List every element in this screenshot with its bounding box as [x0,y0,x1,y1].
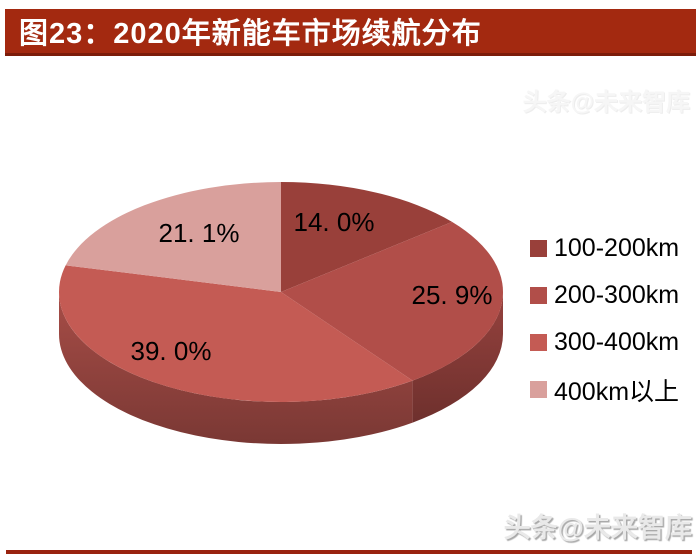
legend-swatch [530,381,547,398]
pie-chart: 14. 0% 25. 9% 39. 0% 21. 1% [59,182,504,444]
legend-label: 400km以上 [554,377,680,406]
legend-item-400km-plus: 400km以上 [530,366,679,413]
figure-title: 图23：2020年新能车市场续航分布 [19,18,482,50]
legend-item-100-200km: 100-200km [530,225,679,272]
chart-legend: 100-200km 200-300km 300-400km 400km以上 [530,225,679,413]
pie-data-label-400km以上: 21. 1% [159,218,240,248]
legend-swatch [530,287,547,304]
legend-swatch [530,240,547,257]
pie-slice-200-300km [281,221,504,381]
legend-label: 100-200km [554,234,680,262]
pie-slice-400km以上 [65,182,281,292]
watermark: 头条@未来智库 [503,513,692,543]
pie-data-label-100-200km: 14. 0% [294,207,375,237]
chart-area: 14. 0% 25. 9% 39. 0% 21. 1% [0,60,700,520]
footer-divider [6,550,692,554]
pie-slice-100-200km [281,182,453,292]
legend-label: 300-400km [554,328,680,356]
legend-item-300-400km: 300-400km [530,319,679,366]
legend-item-200-300km: 200-300km [530,272,679,319]
watermark-faint: 头条@未来智库 [522,89,690,116]
pie-data-label-300-400km: 39. 0% [131,336,212,366]
pie-slice-side-300-400km [59,292,413,444]
pie-slice-300-400km [59,265,413,402]
pie-data-label-200-300km: 25. 9% [412,280,493,310]
figure-title-bar: 图23：2020年新能车市场续航分布 [5,9,696,56]
legend-label: 200-300km [554,281,680,309]
pie-slice-side-200-300km [412,292,503,423]
legend-swatch [530,334,547,351]
